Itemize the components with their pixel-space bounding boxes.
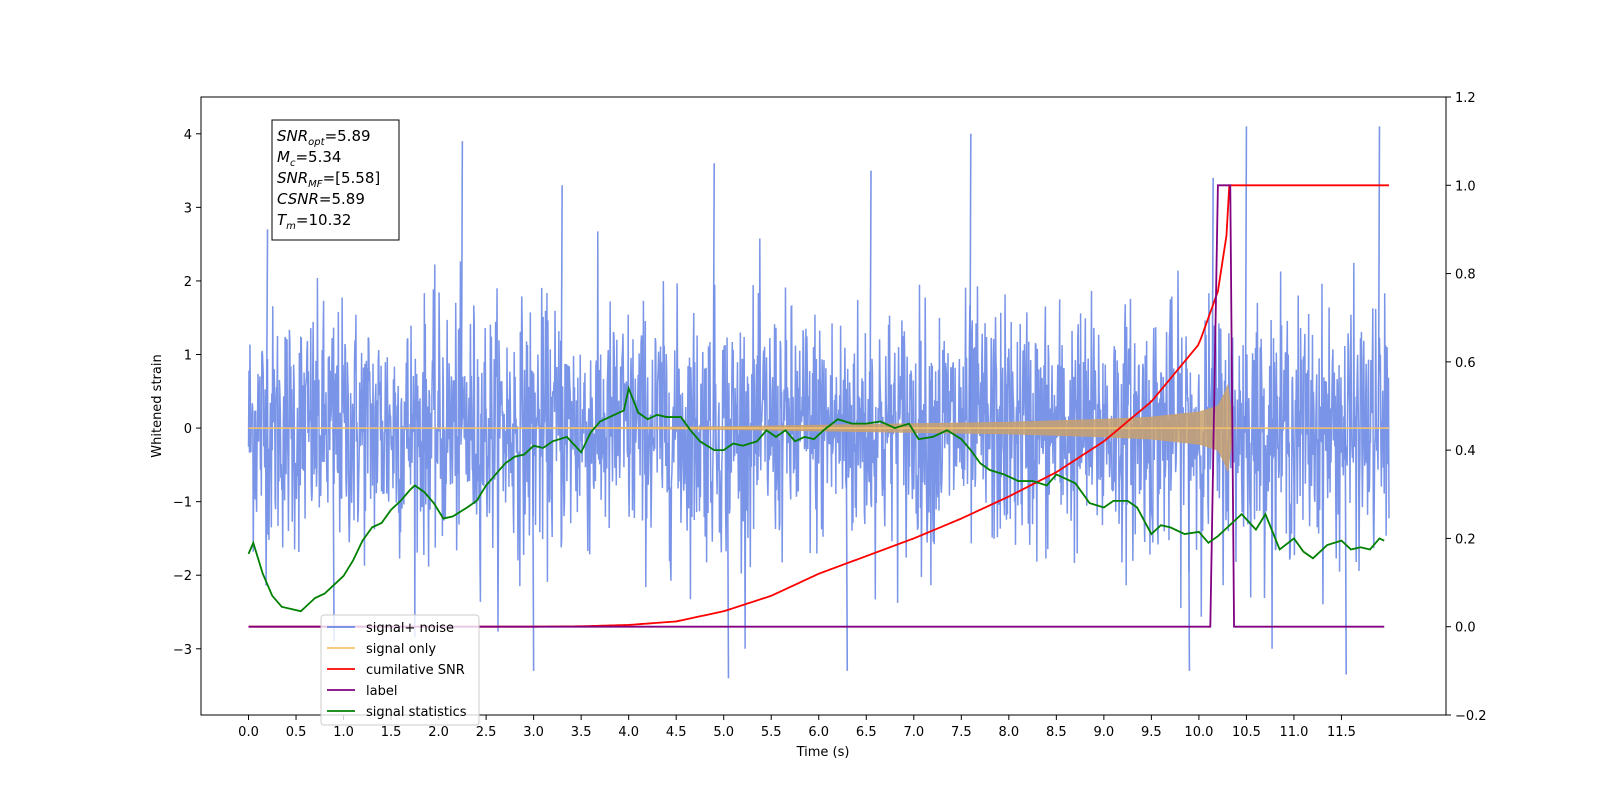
annotation-frame: [271, 119, 400, 241]
legend-label: signal+ noise: [366, 621, 454, 636]
legend-label: signal statistics: [366, 705, 467, 720]
y-left-tick-label: 0: [184, 422, 192, 437]
x-tick-label: 3.0: [523, 725, 544, 740]
x-tick-label: 5.5: [761, 725, 782, 740]
x-tick-label: 10.5: [1232, 725, 1261, 740]
series-label: [248, 184, 1385, 628]
signal-noise-peak-0: [265, 229, 269, 429]
signal-noise-peak-2: [560, 185, 563, 429]
series-signal-statistics: [247, 385, 1385, 613]
signal-noise-peak-9: [726, 428, 730, 679]
y-right-tick-label: 0.6: [1455, 356, 1476, 371]
legend-frame: [320, 614, 480, 726]
y-left-tick-label: −3: [173, 643, 192, 658]
signal-noise-peak-12: [1187, 428, 1191, 671]
legend: signal+ noise signal only cumilative SNR la…: [320, 614, 480, 726]
legend-label: cumilative SNR: [366, 663, 465, 678]
x-tick-label: 10.0: [1184, 725, 1213, 740]
x-tick-label: 11.0: [1279, 725, 1308, 740]
x-tick-label: 2.0: [428, 725, 449, 740]
signal-noise-peak-13: [1344, 428, 1348, 675]
annotation-line: Mc=5.34: [277, 148, 341, 169]
signal-noise-peak-10: [531, 428, 535, 671]
y-right-tick-label: 1.2: [1455, 91, 1476, 106]
plot-frame: [200, 96, 1447, 716]
series-signal-noise: [247, 231, 1390, 649]
x-axis: 0.0 0.5 1.0 1.5 2.0 2.5 3.0 3.5 4.0 4.5 5.0 5.5 6.0 6…: [238, 715, 1356, 740]
y-left-tick-label: 4: [184, 128, 192, 143]
signal-noise-peak-5: [969, 133, 972, 429]
y-left-tick-label: 3: [184, 201, 192, 216]
legend-label: label: [366, 684, 397, 699]
legend-label: signal only: [366, 642, 436, 657]
y-left-tick-label: 1: [184, 349, 192, 364]
signal-noise-peak-8: [1377, 126, 1381, 429]
annotation-line: Tm=10.32: [277, 211, 351, 232]
signal-noise-peak-3: [712, 163, 716, 429]
x-tick-label: 2.5: [476, 725, 497, 740]
x-tick-label: 4.0: [618, 725, 639, 740]
y-axis-left: −3 −2 −1 0 1 2 3 4: [173, 128, 201, 658]
x-tick-label: 7.5: [951, 725, 972, 740]
annotation-line: SNRMF=[5.58]: [277, 169, 380, 190]
signal-noise-peak-1: [460, 141, 464, 429]
x-tick-label: 1.5: [381, 725, 402, 740]
x-tick-label: 6.0: [808, 725, 829, 740]
x-tick-label: 6.5: [856, 725, 877, 740]
x-tick-label: 8.0: [998, 725, 1019, 740]
y-right-tick-label: 0.2: [1455, 532, 1476, 547]
x-tick-label: 0.0: [238, 725, 259, 740]
annotation-line: CSNR=5.89: [277, 190, 365, 208]
y-axis-right: −0.2 0.0 0.2 0.4 0.6 0.8 1.0 1.2: [1446, 91, 1487, 724]
signal-noise-peak-7: [1244, 126, 1248, 429]
x-axis-title: Time (s): [796, 745, 850, 760]
y-right-tick-label: 1.0: [1455, 179, 1476, 194]
signal-noise-peak-14: [332, 428, 335, 642]
y-right-tick-label: 0.0: [1455, 621, 1476, 636]
x-tick-label: 9.0: [1094, 725, 1115, 740]
y-left-tick-label: −1: [173, 496, 192, 511]
x-tick-label: 9.5: [1141, 725, 1162, 740]
x-tick-label: 5.0: [713, 725, 734, 740]
x-tick-label: 4.5: [666, 725, 687, 740]
series-layer: [247, 126, 1390, 679]
signal-noise-peak-6: [1211, 177, 1214, 429]
x-tick-label: 8.5: [1046, 725, 1067, 740]
x-tick-label: 11.5: [1327, 725, 1356, 740]
x-tick-label: 1.0: [333, 725, 354, 740]
y-right-tick-label: 0.4: [1455, 444, 1476, 459]
signal-noise-peak-11: [845, 428, 849, 671]
annotation-line: SNRopt=5.89: [277, 127, 371, 148]
x-tick-label: 7.0: [903, 725, 924, 740]
y-right-tick-label: −0.2: [1455, 709, 1487, 724]
x-tick-label: 0.5: [286, 725, 307, 740]
y-left-tick-label: 2: [184, 275, 192, 290]
signal-noise-peak-4: [869, 170, 872, 429]
y-left-tick-label: −2: [173, 569, 192, 584]
y-right-tick-label: 0.8: [1455, 268, 1476, 283]
x-tick-label: 3.5: [571, 725, 592, 740]
y-axis-left-title: Whitened strain: [150, 354, 165, 457]
